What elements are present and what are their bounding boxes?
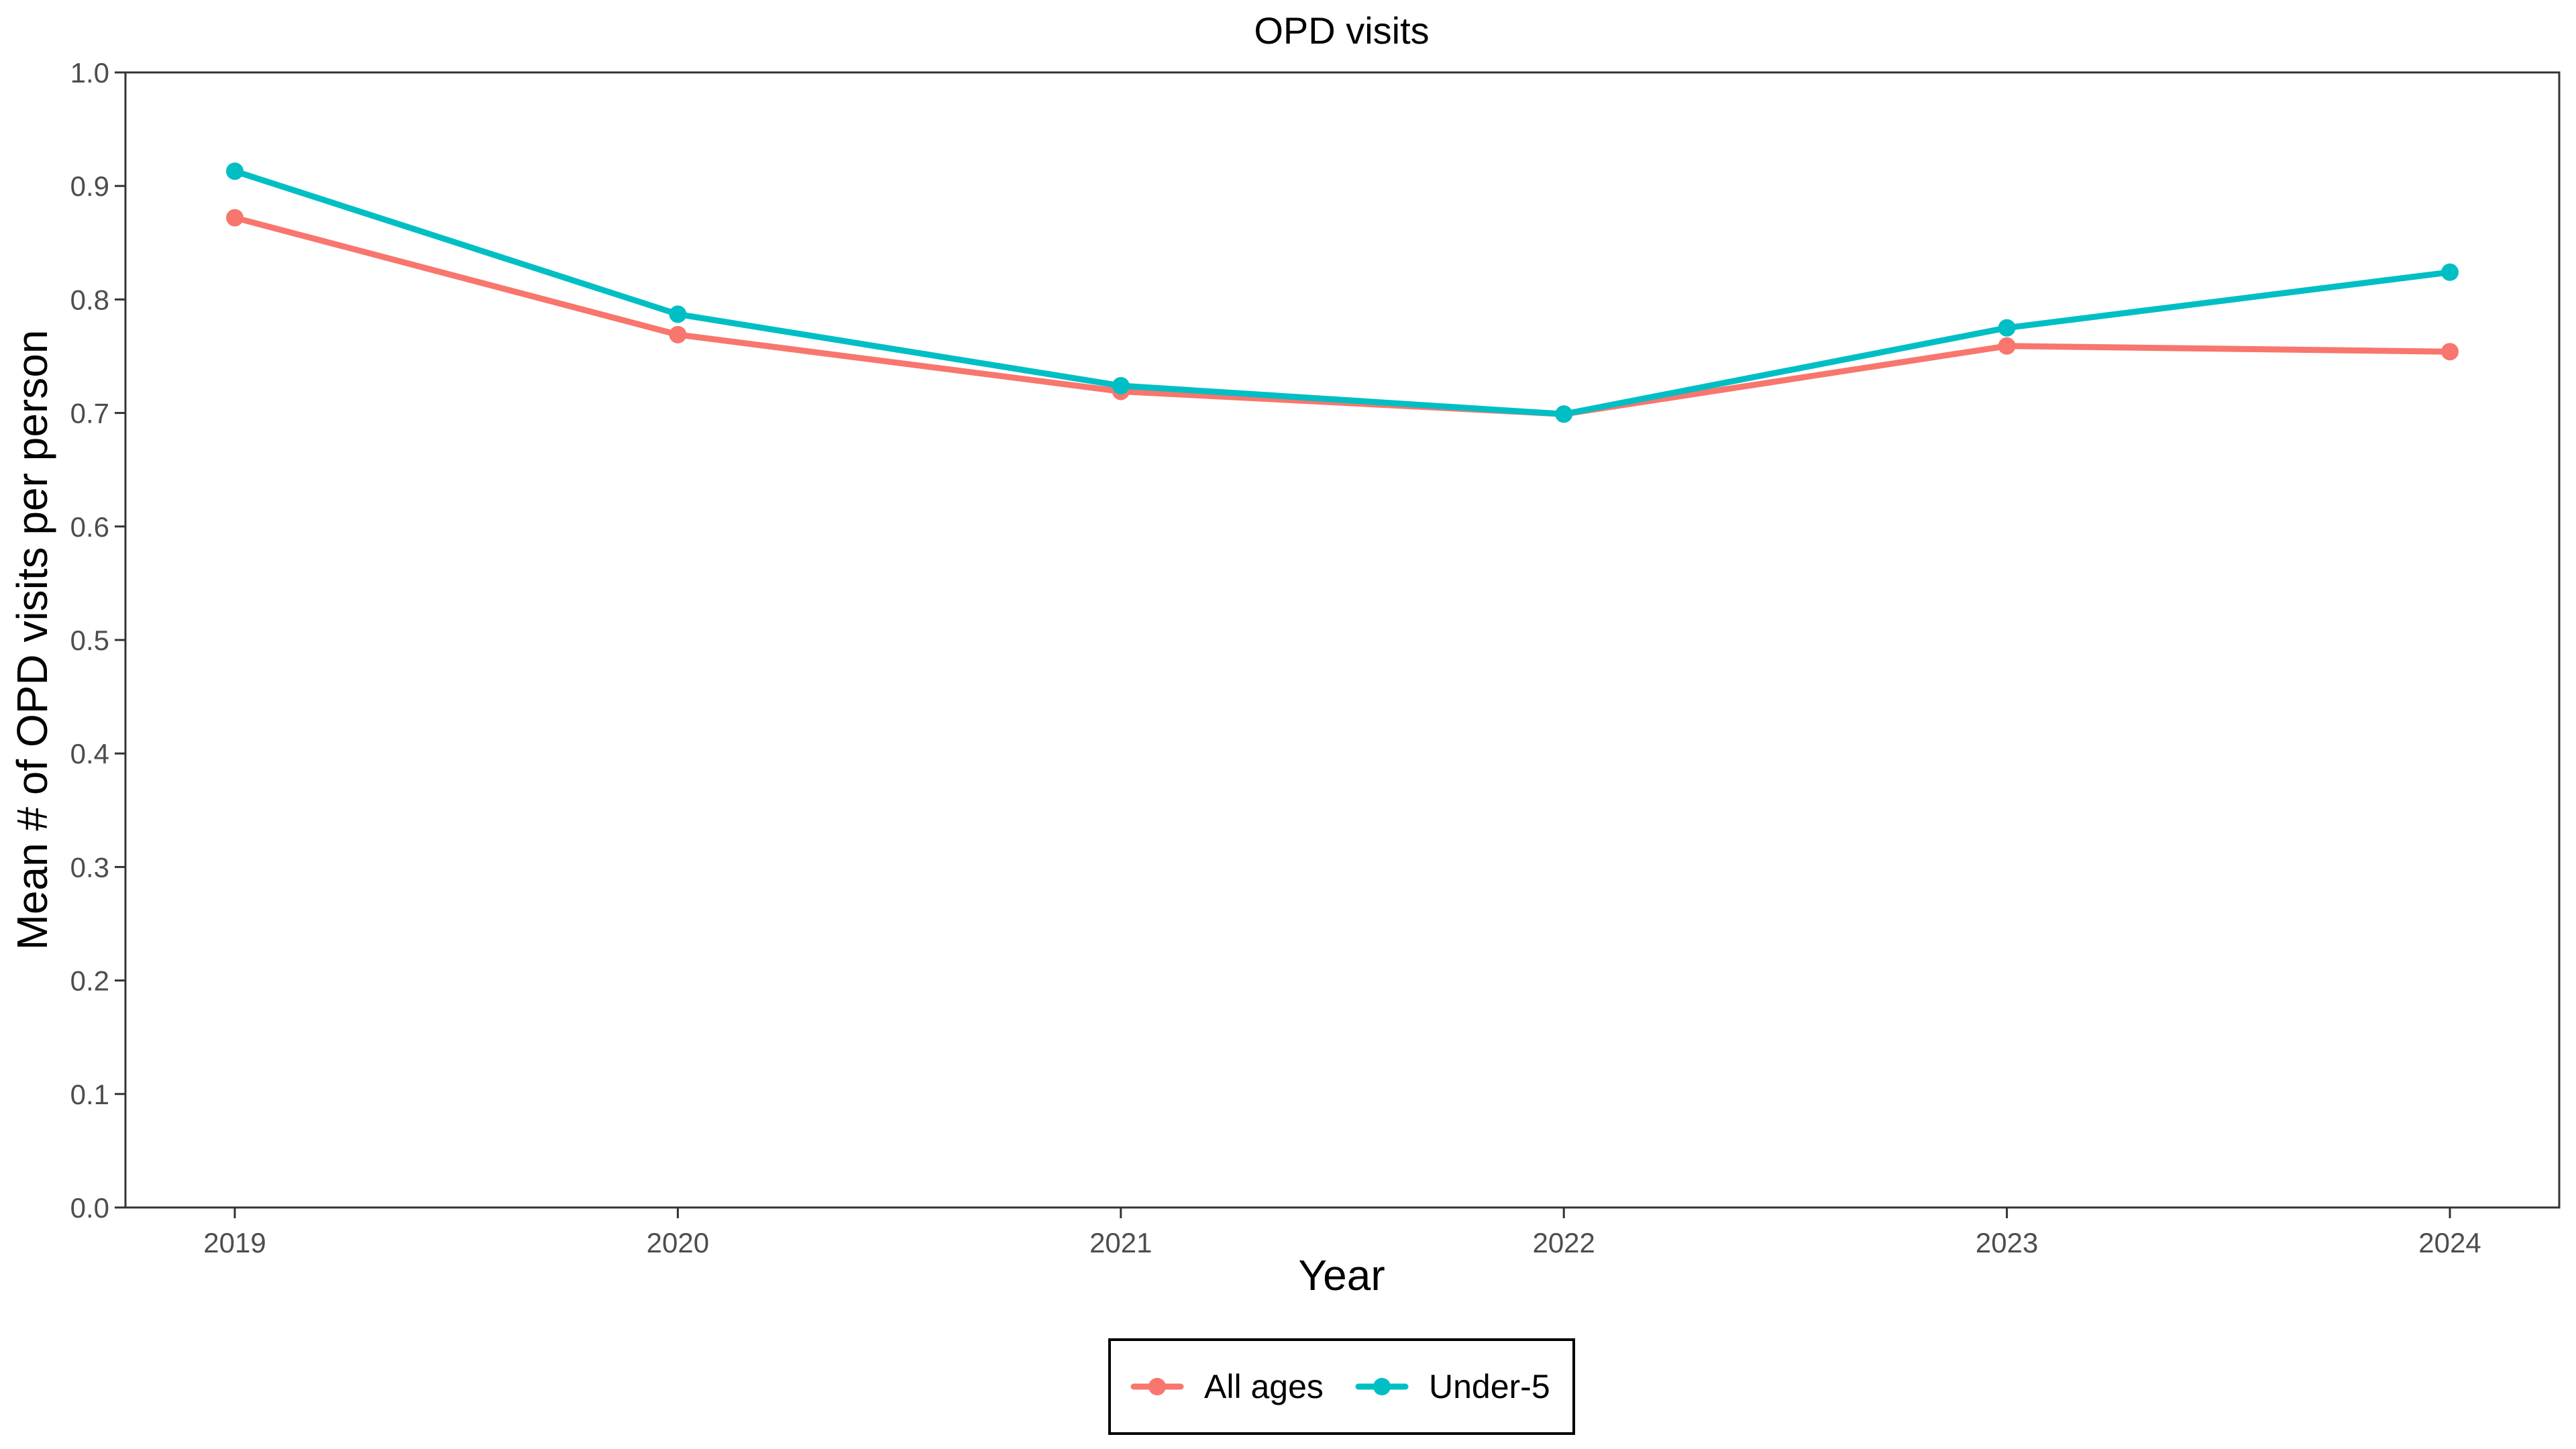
data-point-under-5: [1112, 376, 1130, 394]
x-axis: 2019 2020 2021 2022 2023 2024: [203, 1208, 2481, 1258]
series-layer: [226, 162, 2459, 423]
data-point-all-ages: [1998, 337, 2016, 355]
data-point-under-5: [226, 162, 244, 180]
y-tick-label: 0.1: [70, 1079, 109, 1110]
y-tick-label: 1.0: [70, 57, 109, 89]
y-tick-label: 0.2: [70, 965, 109, 997]
y-tick-label: 0.7: [70, 398, 109, 429]
y-tick-label: 0.0: [70, 1192, 109, 1224]
legend-label-all-ages: All ages: [1204, 1368, 1324, 1405]
legend-key-point-all-ages: [1148, 1378, 1166, 1395]
x-tick-label: 2023: [1976, 1227, 2038, 1258]
y-tick-label: 0.9: [70, 170, 109, 202]
y-axis-title: Mean # of OPD visits per person: [8, 330, 56, 951]
x-tick-label: 2020: [647, 1227, 709, 1258]
legend: All ages Under-5: [1108, 1338, 1575, 1435]
x-axis-title: Year: [1298, 1251, 1385, 1299]
data-point-under-5: [1555, 405, 1573, 423]
chart-title: OPD visits: [1254, 9, 1429, 52]
data-point-all-ages: [669, 325, 687, 343]
legend-key-point-under-5: [1373, 1378, 1391, 1395]
data-point-under-5: [2441, 263, 2459, 281]
y-tick-label: 0.3: [70, 851, 109, 883]
data-point-all-ages: [226, 209, 244, 227]
y-tick-label: 0.5: [70, 625, 109, 656]
x-tick-label: 2024: [2418, 1227, 2481, 1258]
x-tick-label: 2022: [1532, 1227, 1595, 1258]
y-tick-label: 0.6: [70, 511, 109, 543]
x-tick-label: 2019: [203, 1227, 266, 1258]
y-tick-label: 0.4: [70, 738, 109, 769]
y-axis: 0.0 0.1 0.2 0.3 0.4 0.5 0.6 0.7 0.8 0.9 1.0: [70, 57, 125, 1224]
data-point-all-ages: [2441, 343, 2459, 361]
series-line-under-5: [231, 168, 2453, 417]
legend-box: [1108, 1338, 1575, 1435]
legend-label-under-5: Under-5: [1429, 1368, 1550, 1405]
data-point-under-5: [669, 305, 687, 323]
y-tick-label: 0.8: [70, 284, 109, 315]
data-point-under-5: [1998, 319, 2016, 337]
x-tick-label: 2021: [1089, 1227, 1152, 1258]
plot-panel: [124, 71, 2561, 1209]
